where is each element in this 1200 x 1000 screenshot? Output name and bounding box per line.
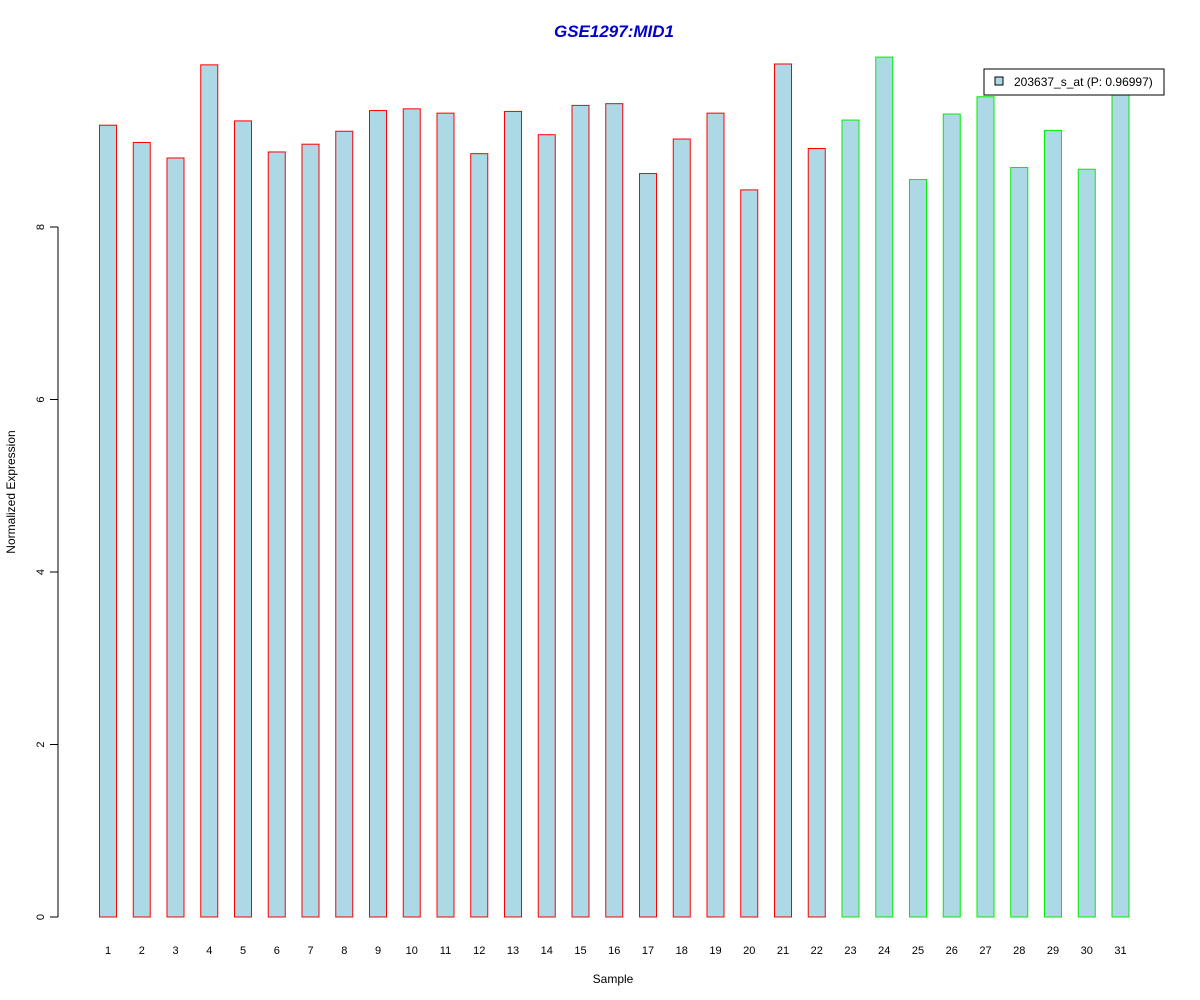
chart-title: GSE1297:MID1 bbox=[554, 22, 674, 41]
bar-sample-14 bbox=[537, 134, 556, 918]
legend-label: 203637_s_at (P: 0.96997) bbox=[1014, 75, 1153, 89]
bar-sample-30 bbox=[1077, 168, 1096, 918]
x-tick-label: 15 bbox=[574, 945, 586, 957]
bar-sample-25 bbox=[909, 179, 927, 918]
x-tick-label: 6 bbox=[274, 945, 280, 957]
x-tick-label: 27 bbox=[979, 945, 991, 957]
bar-sample-16 bbox=[605, 103, 624, 918]
bar-sample-9 bbox=[369, 110, 387, 918]
x-tick-label: 1 bbox=[105, 945, 111, 957]
x-tick-label: 25 bbox=[912, 945, 924, 957]
x-tick-label: 26 bbox=[946, 945, 958, 957]
x-tick-label: 9 bbox=[375, 945, 381, 957]
x-tick-label: 21 bbox=[777, 945, 789, 957]
x-tick-label: 2 bbox=[139, 945, 145, 957]
x-tick-labels: 1 2 3 4 5 6 7 8 9 10 11 12 13 14 15 16 17 18 19 20 21 22 23 24 2… bbox=[105, 945, 1127, 957]
legend: 203637_s_at (P: 0.96997) bbox=[983, 68, 1165, 96]
x-tick-label: 14 bbox=[541, 945, 553, 957]
bar-sample-11 bbox=[436, 112, 455, 918]
bar-sample-24 bbox=[875, 56, 894, 918]
bar-sample-20 bbox=[740, 189, 759, 918]
y-axis-title: Normalized Expression bbox=[4, 430, 18, 553]
x-tick-label: 31 bbox=[1114, 945, 1126, 957]
x-tick-label: 24 bbox=[878, 945, 890, 957]
bar-sample-12 bbox=[470, 153, 489, 918]
x-tick-label: 5 bbox=[240, 945, 246, 957]
x-tick-label: 7 bbox=[307, 945, 313, 957]
bar-sample-28 bbox=[1010, 166, 1029, 918]
bar-sample-4 bbox=[200, 64, 219, 918]
x-tick-label: 30 bbox=[1081, 945, 1093, 957]
x-tick-label: 11 bbox=[440, 945, 451, 957]
x-tick-label: 23 bbox=[844, 945, 856, 957]
bar-sample-31 bbox=[1111, 86, 1130, 918]
x-tick-label: 16 bbox=[608, 945, 620, 957]
x-tick-label: 8 bbox=[341, 945, 347, 957]
bar-sample-3 bbox=[166, 157, 185, 918]
bars-group bbox=[99, 56, 1130, 918]
x-tick-label: 13 bbox=[507, 945, 519, 957]
y-tick-label: 6 bbox=[35, 396, 47, 402]
bar-sample-18 bbox=[672, 138, 691, 918]
legend-box bbox=[983, 68, 1165, 96]
x-tick-label: 22 bbox=[811, 945, 823, 957]
bar-sample-27 bbox=[976, 96, 995, 918]
y-tick-label: 0 bbox=[35, 914, 47, 920]
bar-sample-7 bbox=[301, 143, 320, 918]
bar-sample-1 bbox=[99, 124, 117, 918]
bar-sample-19 bbox=[706, 112, 725, 918]
x-axis-title: Sample bbox=[593, 972, 634, 986]
y-tick-label: 4 bbox=[35, 569, 47, 575]
x-tick-label: 17 bbox=[642, 945, 654, 957]
x-tick-label: 18 bbox=[676, 945, 688, 957]
x-tick-label: 10 bbox=[406, 945, 418, 957]
y-tick-label: 2 bbox=[35, 741, 47, 747]
x-tick-label: 29 bbox=[1047, 945, 1059, 957]
x-tick-label: 28 bbox=[1013, 945, 1025, 957]
bar-sample-10 bbox=[402, 108, 421, 918]
bar-sample-26 bbox=[942, 113, 961, 918]
bar-sample-13 bbox=[504, 110, 522, 918]
x-tick-label: 12 bbox=[473, 945, 485, 957]
bar-sample-29 bbox=[1044, 129, 1062, 918]
bar-sample-8 bbox=[335, 130, 354, 918]
bar-sample-21 bbox=[774, 63, 792, 918]
bar-sample-2 bbox=[132, 141, 151, 918]
y-axis: 0 2 4 6 8 bbox=[35, 224, 59, 920]
bar-sample-5 bbox=[234, 120, 252, 918]
bar-sample-15 bbox=[571, 104, 590, 918]
x-tick-label: 4 bbox=[206, 945, 212, 957]
bar-sample-22 bbox=[807, 148, 826, 918]
x-tick-label: 3 bbox=[172, 945, 178, 957]
bar-sample-6 bbox=[267, 151, 286, 918]
x-tick-label: 19 bbox=[709, 945, 721, 957]
y-tick-label: 8 bbox=[35, 224, 47, 230]
x-tick-label: 20 bbox=[743, 945, 755, 957]
bar-sample-17 bbox=[639, 173, 657, 918]
legend-swatch bbox=[994, 76, 1004, 86]
bar-sample-23 bbox=[841, 119, 860, 918]
